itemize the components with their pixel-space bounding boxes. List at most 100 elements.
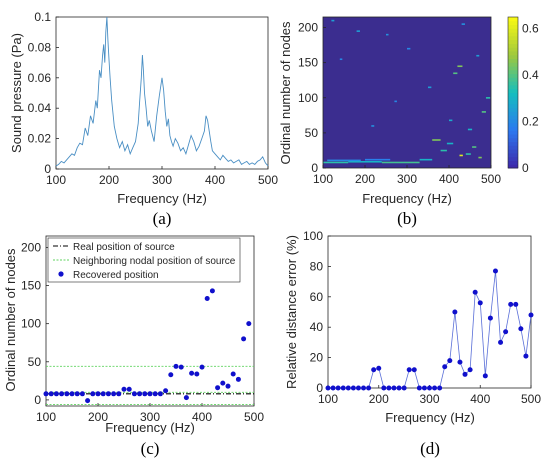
axes-c: 100 200 300 400 500 0 50 100 150 200 xyxy=(21,240,264,424)
colorbar-segment xyxy=(508,35,518,41)
recovered-point xyxy=(85,398,91,404)
heatmap-cell xyxy=(365,158,391,161)
c-y-tick-label: 200 xyxy=(21,240,41,254)
error-point xyxy=(508,301,514,307)
error-point xyxy=(361,385,367,391)
error-point xyxy=(462,371,468,377)
d-x-tick-label: 200 xyxy=(369,392,389,406)
recovered-point xyxy=(230,371,236,377)
heatmap-cell xyxy=(339,58,343,61)
a-x-tick-label: 300 xyxy=(152,173,172,187)
c-x-tick-label: 500 xyxy=(244,410,264,424)
d-x-tick-label: 300 xyxy=(419,392,439,406)
heatmap-cell xyxy=(348,160,382,163)
error-point xyxy=(381,385,387,391)
colorbar-segment xyxy=(508,96,518,101)
heatmap-cell xyxy=(327,159,361,162)
error-line xyxy=(328,270,532,389)
error-point xyxy=(325,385,331,391)
c-x-tick-label: 400 xyxy=(192,410,212,424)
heatmap-cell xyxy=(386,33,389,36)
heatmap-cell xyxy=(446,142,454,145)
recovered-point xyxy=(194,371,200,377)
recovered-point xyxy=(168,372,174,378)
colorbar-segment xyxy=(508,62,518,67)
colorbar-segment xyxy=(508,126,518,131)
panel-c: 100 200 300 400 500 0 50 100 150 200 Real positio… xyxy=(3,235,264,458)
colorbar-segment xyxy=(508,69,518,75)
heatmap-cell xyxy=(478,156,482,159)
recovered-point xyxy=(173,363,179,369)
error-point xyxy=(528,312,534,318)
error-point xyxy=(482,373,488,379)
a-y-tick-label: 0.08 xyxy=(28,40,52,54)
recovered-point xyxy=(121,386,127,392)
colorbar-segment xyxy=(508,141,518,146)
a-x-tick-label: 500 xyxy=(258,173,278,187)
x-axis-label-c: Frequency (Hz) xyxy=(105,420,195,435)
b-y-tick-label: 50 xyxy=(305,126,319,140)
error-point xyxy=(457,359,463,365)
sound-pressure-line xyxy=(55,16,269,167)
heatmap-b xyxy=(323,17,491,168)
c-x-tick-label: 300 xyxy=(140,410,160,424)
recovered-point xyxy=(235,376,241,382)
recovered-point xyxy=(131,391,137,397)
colorbar: 0 0.2 0.4 0.6 xyxy=(507,16,539,175)
axes-b: 100 200 300 400 500 0 50 100 150 200 xyxy=(298,21,501,186)
recovered-point xyxy=(246,321,252,327)
colorbar-segment xyxy=(508,58,518,63)
error-point xyxy=(401,385,407,391)
recovered-point xyxy=(241,336,247,342)
a-y-tick-label: 0.1 xyxy=(34,10,51,24)
colorbar-segment xyxy=(508,115,518,120)
colorbar-tick-label: 0.2 xyxy=(522,115,539,129)
colorbar-segment xyxy=(508,47,518,52)
panel-label-b: (b) xyxy=(397,209,417,228)
c-y-tick-label: 150 xyxy=(21,279,41,293)
d-y-tick-label: 100 xyxy=(303,229,323,243)
heatmap-cell xyxy=(472,146,477,148)
x-axis-label-a: Frequency (Hz) xyxy=(117,191,207,206)
recovered-point xyxy=(64,391,70,397)
panel-b: 100 200 300 400 500 0 50 100 150 200 0 0.2 0.4 0.6 F… xyxy=(278,16,539,228)
error-point xyxy=(421,385,427,391)
heatmap-cell xyxy=(432,139,441,141)
recovered-point xyxy=(111,391,117,397)
recovered-point xyxy=(116,391,122,397)
recovered-point xyxy=(163,388,169,394)
recovered-point xyxy=(147,391,153,397)
recovered-point xyxy=(74,391,80,397)
error-point xyxy=(345,385,351,391)
axes-d: 100 200 300 400 500 0 20 40 60 80 100 xyxy=(303,229,541,406)
recovered-point xyxy=(79,391,85,397)
recovered-point xyxy=(215,385,221,391)
recovered-point xyxy=(199,364,205,370)
heatmap-cell xyxy=(356,30,360,32)
error-point xyxy=(406,367,412,373)
error-point xyxy=(487,315,493,321)
recovered-point xyxy=(105,391,111,397)
colorbar-segment xyxy=(508,20,518,26)
a-y-tick-label: 0.06 xyxy=(28,71,52,85)
c-x-tick-label: 200 xyxy=(88,410,108,424)
heatmap-cell xyxy=(371,125,375,127)
recovered-point xyxy=(225,383,231,389)
error-point xyxy=(427,385,432,391)
error-point xyxy=(366,385,372,391)
heatmap-cell xyxy=(476,54,480,57)
b-x-tick-label: 300 xyxy=(397,172,417,186)
panel-d: 100 200 300 400 500 0 20 40 60 80 100 Frequency (H… xyxy=(284,229,541,458)
error-point xyxy=(416,385,422,391)
heatmap-cell xyxy=(459,154,463,157)
colorbar-segment xyxy=(508,92,518,97)
recovered-point xyxy=(100,391,106,397)
colorbar-segment xyxy=(508,32,518,37)
colorbar-segment xyxy=(508,100,518,105)
error-point xyxy=(335,385,341,391)
error-point xyxy=(467,367,473,373)
a-x-tick-label: 200 xyxy=(99,173,119,187)
error-point xyxy=(503,329,509,335)
legend-box xyxy=(47,237,241,283)
colorbar-segment xyxy=(508,73,518,78)
